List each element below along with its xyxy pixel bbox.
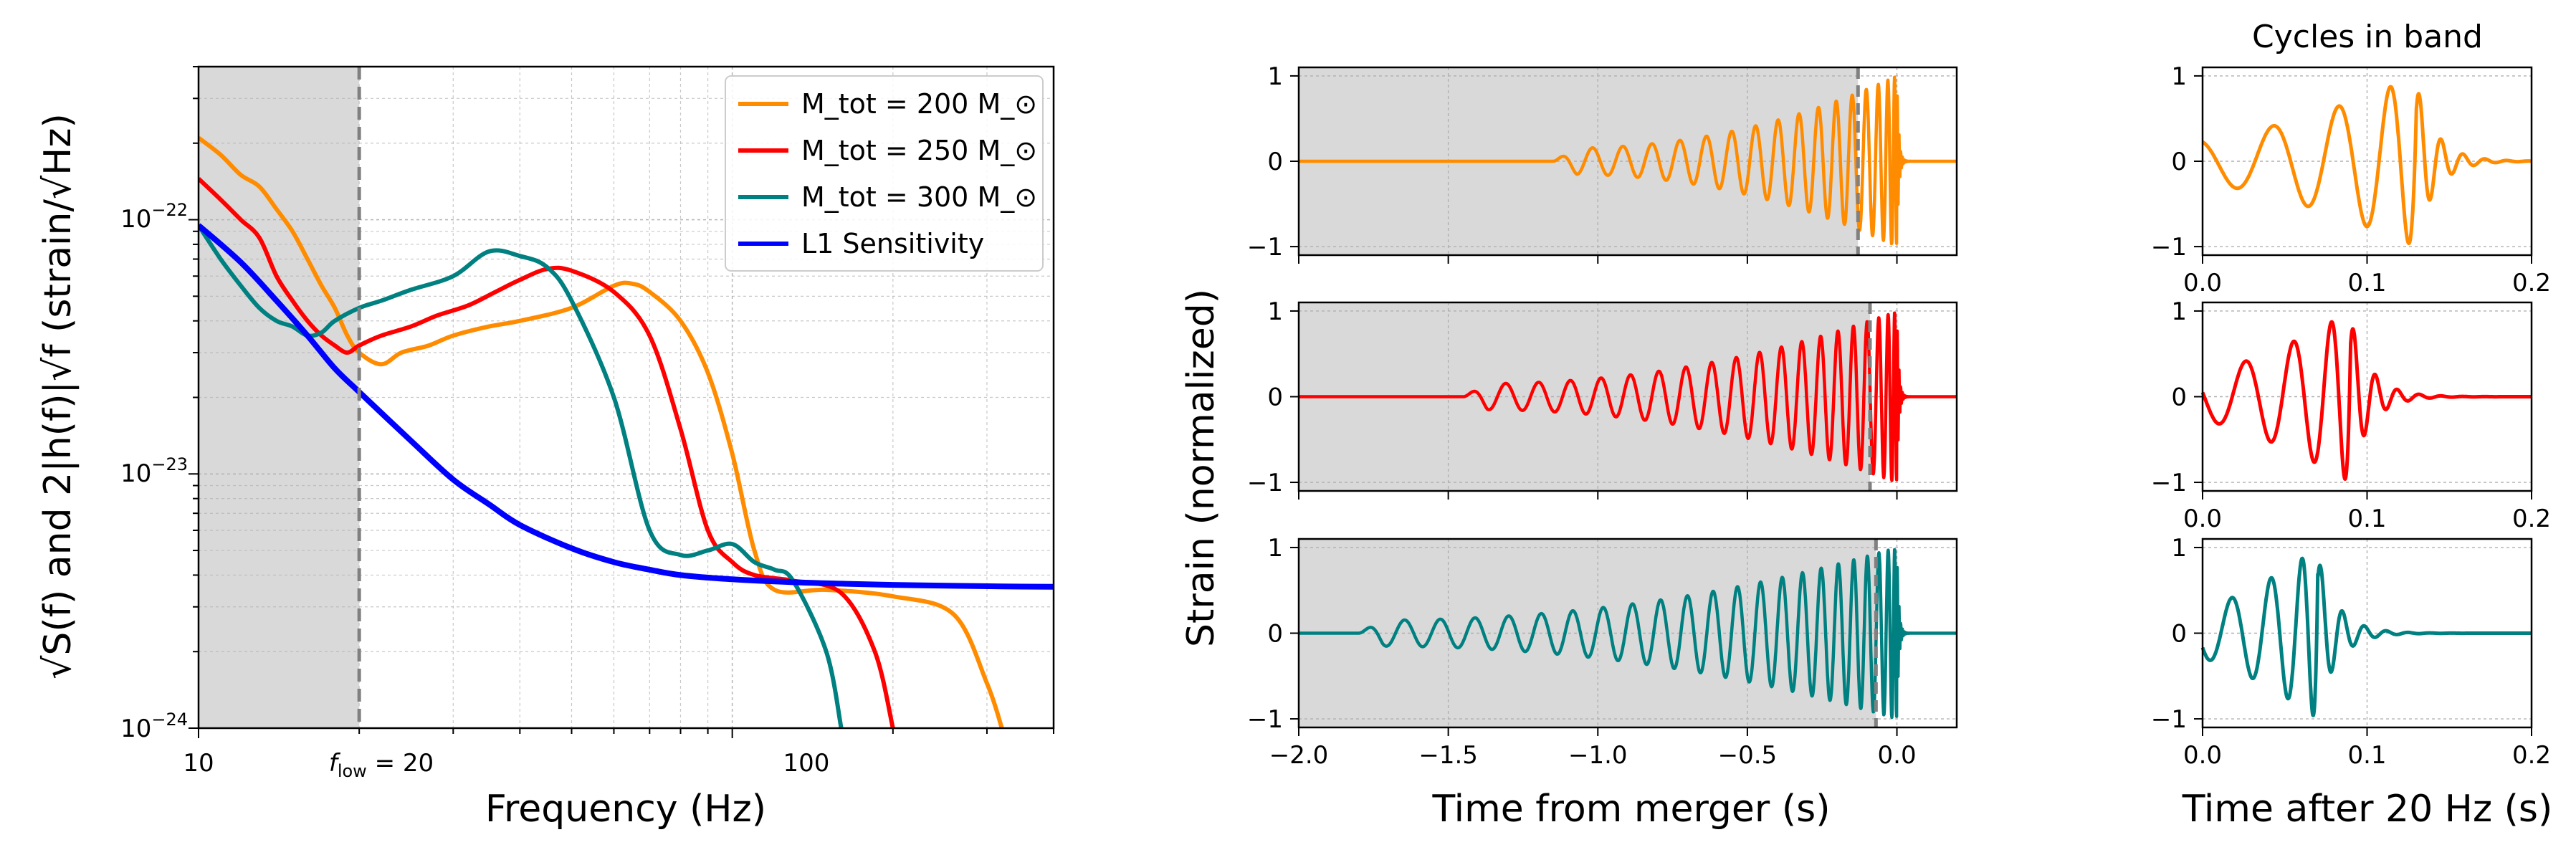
time-domain-subplot-3: −1 0 1 −2.0 −1.5 −1.0 −0.5 0.0 (1247, 534, 1958, 770)
x-tick-label: 0.0 (2183, 741, 2222, 770)
cycles-panel-title: Cycles in band (2252, 19, 2483, 55)
spectrum-x-axis-label: Frequency (Hz) (485, 788, 766, 831)
y-tick-label: −1 (2151, 705, 2187, 734)
cycles-subplot-2: 0.0 0.1 0.2 −1 0 1 (2151, 297, 2551, 533)
x-tick-label: −1.5 (1418, 741, 1478, 770)
y-tick-label: 1 (1267, 534, 1283, 563)
sensitivity-curve (199, 223, 1054, 590)
x-tick-label: 0.1 (2347, 505, 2386, 533)
y-tick-label: −1 (2151, 469, 2187, 497)
y-tick-1e-24: 10−24 (120, 710, 188, 743)
y-tick-label: 0 (2171, 148, 2187, 176)
y-tick-label: 0 (1267, 383, 1283, 412)
legend-label-sensitivity: L1 Sensitivity (801, 228, 984, 259)
time-domain-subplot-1: −1 0 1 (1247, 62, 1958, 264)
spectrum-line-m250 (199, 177, 895, 728)
x-tick-label: 0.2 (2512, 505, 2551, 533)
spectrum-series (199, 135, 1054, 728)
y-tick-label: −1 (1247, 233, 1283, 262)
y-tick-label: 1 (2171, 297, 2187, 326)
y-tick-label: 1 (1267, 297, 1283, 326)
x-tick-label: −0.5 (1718, 741, 1778, 770)
x-tick-label: 0.0 (2183, 505, 2222, 533)
spectrum-ticks (189, 66, 1054, 738)
y-tick-label: 0 (2171, 383, 2187, 412)
x-tick-100: 100 (783, 749, 830, 778)
spectrum-line-m300 (199, 224, 844, 728)
x-tick-label: 0.2 (2512, 741, 2551, 770)
cycles-waveform-line (2201, 85, 2533, 245)
cycles-waveform-line (2200, 556, 2533, 717)
cycles-subplot-3: 0.0 0.1 0.2 −1 0 1 (2151, 534, 2551, 770)
spectrum-plot: 10 flow = 20 100 10−24 10−23 10−22 Frequ… (37, 65, 1055, 831)
y-tick-1e-22: 10−22 (120, 200, 188, 234)
spectrum-y-axis-label: √S(f) and 2|h(f)|√f (strain/√Hz) (37, 113, 80, 679)
x-tick-label: 0.2 (2512, 269, 2551, 297)
waveform-line (1297, 548, 1958, 720)
y-tick-label: −1 (2151, 233, 2187, 262)
y-tick-label: 0 (2171, 620, 2187, 649)
y-tick-label: 1 (2171, 534, 2187, 563)
y-tick-label: −1 (1247, 469, 1283, 497)
y-tick-label: 0 (1267, 148, 1283, 176)
waveform-line (1297, 75, 1958, 246)
y-tick-1e-23: 10−23 (120, 454, 188, 488)
x-tick-flow: flow = 20 (329, 749, 434, 781)
x-tick-10: 10 (183, 749, 214, 778)
y-tick-label: 1 (1267, 62, 1283, 91)
time-domain-y-axis-label: Strain (normalized) (1180, 289, 1223, 647)
cycles-x-axis-label: Time after 20 Hz (s) (2182, 788, 2553, 831)
legend-label-m300: M_tot = 300 M_⊙ (801, 181, 1037, 213)
legend-label-m200: M_tot = 200 M_⊙ (801, 88, 1037, 120)
x-tick-label: −2.0 (1269, 741, 1329, 770)
cycles-subplot-1: 0.0 0.1 0.2 −1 0 1 (2151, 62, 2551, 297)
y-tick-label: 0 (1267, 620, 1283, 649)
x-tick-label: 0.1 (2347, 741, 2386, 770)
y-tick-label: −1 (1247, 705, 1283, 734)
time-domain-plots: −1 0 1 −1 0 1 −1 0 1 −2.0 −1.5 −1.0 −0.5 0.0 (1247, 62, 1958, 770)
x-tick-label: −1.0 (1568, 741, 1628, 770)
cycles-waveform-line (2200, 320, 2533, 481)
time-domain-subplot-2: −1 0 1 (1247, 297, 1958, 500)
time-domain-x-axis-label: Time from merger (s) (1431, 788, 1830, 831)
x-tick-label: 0.1 (2347, 269, 2386, 297)
x-tick-label: 0.0 (1878, 741, 1917, 770)
legend-label-m250: M_tot = 250 M_⊙ (801, 135, 1037, 166)
legend-box (725, 75, 1044, 272)
y-tick-label: 1 (2171, 62, 2187, 91)
waveform-line (1297, 311, 1958, 482)
legend: M_tot = 200 M_⊙ M_tot = 250 M_⊙ M_tot = … (725, 75, 1044, 272)
x-tick-label: 0.0 (2183, 269, 2222, 297)
